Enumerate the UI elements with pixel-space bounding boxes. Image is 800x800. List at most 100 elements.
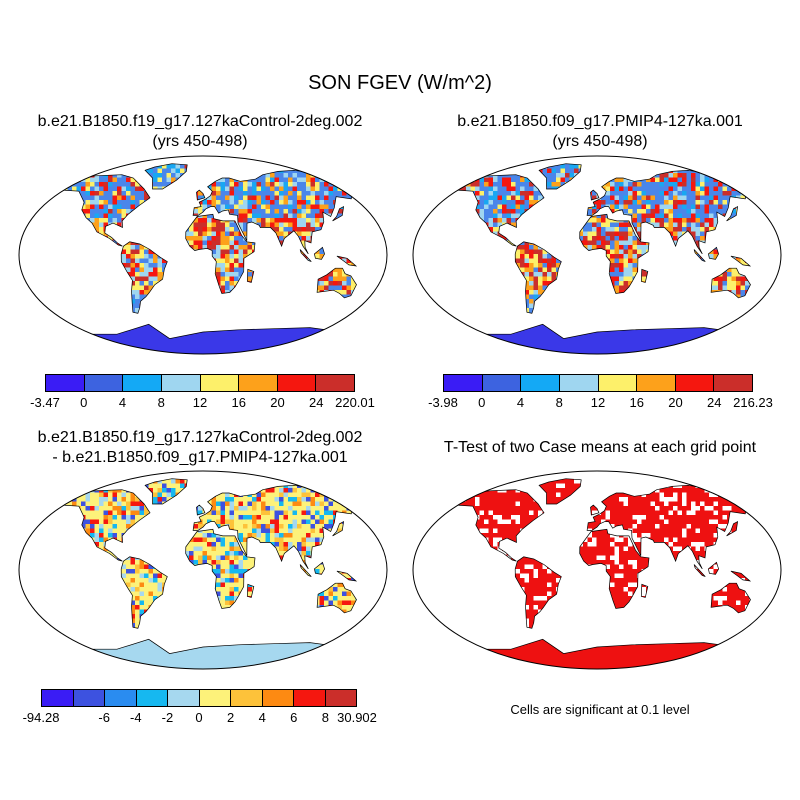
colorbar-swatch [324, 690, 356, 706]
colorbar-swatch [238, 375, 277, 391]
coastline-borneo [708, 561, 719, 575]
colorbar-swatch [167, 690, 199, 706]
colorbar-swatch [481, 375, 521, 391]
figure-title: SON FGEV (W/m^2) [308, 72, 492, 94]
coastline-new-guinea [336, 255, 358, 267]
coastline-sumatra [693, 564, 706, 577]
colorbar-swatch [46, 375, 84, 391]
colorbar-tick-label: 20 [668, 395, 683, 410]
antarctica-region [434, 639, 752, 669]
coastline-borneo [708, 246, 719, 260]
colorbar-tick-label: 8 [555, 395, 563, 410]
coastline-eurasia [586, 169, 760, 255]
colorbar-tick-label: 220.01 [335, 395, 375, 410]
coastline-north-america [441, 174, 545, 247]
colorbar-boxes [41, 689, 357, 707]
world-map [18, 155, 388, 355]
antarctica-region [434, 324, 752, 354]
panel-title-line1: b.e21.B1850.f09_g17.PMIP4-127ka.001 [457, 113, 743, 130]
coastline-uk [196, 504, 206, 516]
colorbar-tick-label: 20 [270, 395, 285, 410]
coastline-japan [726, 520, 739, 537]
map-boundary [18, 470, 388, 670]
colorbar-tick-label: 16 [231, 395, 246, 410]
map-bottom-left [18, 470, 388, 670]
colorbar-swatch [261, 690, 293, 706]
map-boundary [412, 155, 782, 355]
coastline-north-america [47, 174, 151, 247]
coastline-borneo [314, 561, 325, 575]
map-boundary [18, 155, 388, 355]
colorbar-swatch [122, 375, 161, 391]
colorbar-swatch [636, 375, 675, 391]
panel-title-bottom-left: b.e21.B1850.f19_g17.127kaControl-2deg.00… [0, 428, 400, 468]
panel-title-line1: b.e21.B1850.f19_g17.127kaControl-2deg.00… [37, 429, 363, 446]
coastline-uk [590, 504, 600, 516]
colorbar-swatch [135, 690, 167, 706]
coastline-madagascar [246, 268, 255, 283]
coastline-sumatra [693, 249, 706, 262]
colorbar-swatch [72, 690, 104, 706]
colorbar-tick-label: -6 [98, 710, 110, 725]
colorbar-swatch [104, 690, 136, 706]
coastline-japan [332, 205, 345, 222]
coastline-eurasia [586, 484, 760, 570]
world-map [412, 155, 782, 355]
colorbar-swatch [520, 375, 559, 391]
colorbar-tick-label: -4 [130, 710, 142, 725]
coastline-north-america [47, 489, 151, 562]
panel-title-line1: b.e21.B1850.f19_g17.127kaControl-2deg.00… [37, 113, 363, 130]
colorbar-tick-label: 216.23 [733, 395, 773, 410]
colorbar-swatch [42, 690, 73, 706]
coastline-new-guinea [730, 570, 752, 582]
panel-title-line1: T-Test of two Case means at each grid po… [443, 439, 757, 456]
map-top-right [412, 155, 782, 355]
colorbar-tick-label: 4 [118, 395, 127, 410]
coastline-new-guinea [730, 255, 752, 267]
antarctica-region [40, 639, 358, 669]
coastline-greenland [144, 163, 188, 190]
colorbar-tick-label: 8 [321, 710, 330, 725]
coastline-south-america [514, 241, 562, 314]
colorbar-tick-label: 12 [590, 395, 606, 410]
coastline-africa [185, 528, 256, 609]
coastline-uk [196, 189, 206, 201]
coastline-south-america [514, 556, 562, 629]
colorbar-tick-label: -2 [161, 710, 174, 725]
colorbar-tick-label: -3.98 [428, 395, 458, 410]
colorbar-swatch [444, 375, 482, 391]
coastline-sumatra [299, 564, 312, 577]
coastline-madagascar [246, 583, 255, 598]
colorbar-swatch [230, 690, 262, 706]
colorbar-top-left: -3.47 0 4 8 12 16 20 24 220.01 [30, 374, 375, 410]
colorbar-swatch [558, 375, 598, 391]
colorbar-swatch [315, 375, 354, 391]
coastline-australia [316, 267, 357, 299]
colorbar-swatch [83, 375, 123, 391]
colorbar-tick-label: 12 [192, 395, 208, 410]
coastline-australia [316, 582, 357, 614]
coastline-new-zealand [757, 606, 773, 621]
colorbar-tick-label: 0 [478, 395, 486, 410]
coastline-japan [332, 520, 345, 537]
colorbar-tick-label: 24 [707, 395, 722, 410]
colorbar-bottom-left: -94.28 -6 -4 -2 0 2 4 6 8 30.902 [23, 689, 377, 725]
colorbar-tick-label: -3.47 [30, 395, 60, 410]
coastline-eurasia [192, 484, 366, 570]
coastline-eurasia [192, 169, 366, 255]
map-top-left [18, 155, 388, 355]
world-map [18, 470, 388, 670]
coastline-new-zealand [363, 606, 379, 621]
coastline-uk [590, 189, 600, 201]
coastline-madagascar [640, 583, 649, 598]
coastline-new-zealand [363, 291, 379, 306]
coastline-australia [710, 267, 751, 299]
colorbar-tick-label: 8 [157, 395, 165, 410]
antarctica-region [40, 324, 358, 354]
colorbar-tick-label: 0 [80, 395, 88, 410]
panel-title-top-left: b.e21.B1850.f19_g17.127kaControl-2deg.00… [0, 112, 400, 152]
coastline-borneo [314, 246, 325, 260]
colorbar-swatch [276, 375, 316, 391]
coastline-sumatra [299, 249, 312, 262]
coastline-australia [710, 582, 751, 614]
